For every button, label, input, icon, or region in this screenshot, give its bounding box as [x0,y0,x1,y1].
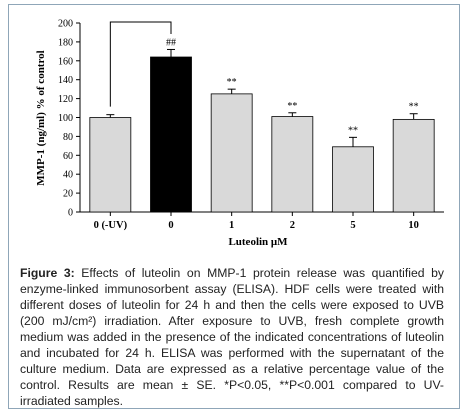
comparison-bracket [109,21,172,107]
y-tick-label: 40 [63,170,73,181]
y-tick-label: 140 [58,75,73,86]
y-tick-label: 0 [68,208,73,219]
figure-caption: Figure 3: Effects of luteolin on MMP-1 p… [20,265,444,409]
bar-chart: 0 20 40 60 80 100 120 140 160 180 200 0 (-UV) 0 1 2 5 1… [35,19,444,248]
x-tick-label: 5 [350,220,355,231]
significance-label: ## [166,37,176,48]
bars [89,48,435,213]
bar [89,117,132,213]
x-axis-label: Luteolin μM [228,236,288,248]
chart-axes [79,23,444,213]
significance-label: ** [227,77,237,88]
significance-label: ** [348,125,358,136]
y-tick-label: 20 [63,189,73,200]
y-tick-label: 80 [63,132,73,143]
y-tick-label: 200 [58,19,73,30]
chart-annotations: ## ** ** ** ** [109,21,419,136]
y-tick-label: 60 [63,151,73,162]
y-tick-label: 120 [58,94,73,105]
x-axis-ticks: 0 (-UV) 0 1 2 5 10 [94,212,419,231]
x-tick-label: 0 [168,220,173,231]
x-tick-label: 10 [408,220,419,231]
significance-label: ** [409,102,419,113]
bar [210,93,253,213]
x-tick-label: 0 (-UV) [94,220,128,231]
x-tick-label: 1 [229,220,234,231]
bar [150,56,192,213]
significance-label: ** [287,101,297,112]
caption-text: Effects of luteolin on MMP-1 protein rel… [20,266,444,408]
bar [392,118,435,213]
bar [332,146,374,213]
y-tick-label: 160 [58,56,73,67]
y-tick-label: 180 [58,37,73,48]
y-axis-ticks: 0 20 40 60 80 100 120 140 160 180 200 [58,19,80,219]
bar [271,116,314,213]
y-tick-label: 100 [58,113,73,124]
y-axis-label: MMP-1 (ng/ml) % of control [35,50,47,185]
caption-label: Figure 3: [20,266,75,280]
x-tick-label: 2 [290,220,295,231]
